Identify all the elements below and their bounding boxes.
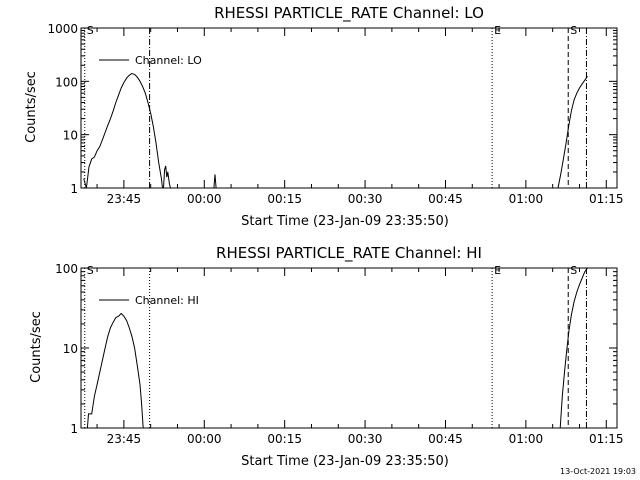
time-marker-label: S [87,264,94,277]
x-tick-label: 00:45 [428,192,463,206]
x-tick-label: 00:30 [348,432,383,446]
y-tick-label: 1 [70,422,78,436]
x-tick-label: 01:00 [509,432,544,446]
time-marker-label: S [87,24,94,37]
y-axis-label-lo: Counts/sec [24,71,39,143]
series-line-lo [213,174,217,189]
x-tick-label: 01:15 [589,192,624,206]
x-axis-label-lo: Start Time (23-Jan-09 23:35:50) [241,214,449,229]
x-tick-label: 00:00 [187,432,222,446]
plot-panel-lo: 23:45 00:00 00:15 00:30 00:45 01:00 01:15 1 10 10… [47,22,623,206]
x-tick-label: 01:15 [589,432,624,446]
x-tick-label: 23:45 [107,192,142,206]
footer-timestamp: 13-Oct-2021 19:03 [560,467,636,476]
time-marker-label: S [570,24,577,37]
y-tick-label: 1 [70,182,78,196]
y-axis-label-hi: Counts/sec [29,311,44,383]
series-line-hi [86,312,144,429]
y-tick-label: 1000 [47,22,78,36]
time-marker-label: E [494,24,501,37]
plot-panel-hi: 23:45 00:00 00:15 00:30 00:45 01:00 01:15 1 10 10… [55,262,623,446]
series-line-lo [163,165,171,189]
x-tick-label: 00:15 [267,432,302,446]
x-tick-label: 00:15 [267,192,302,206]
x-axis-label-hi: Start Time (23-Jan-09 23:35:50) [241,454,449,469]
x-tick-label: 00:30 [348,192,383,206]
plot-frame [80,27,618,189]
series-line-hi [559,267,588,429]
x-tick-label: 01:00 [509,192,544,206]
time-marker-label: E [494,264,501,277]
plot-frame [80,267,618,429]
chart-title-lo: RHESSI PARTICLE_RATE Channel: LO [214,4,484,23]
series-line-lo [557,75,588,189]
x-tick-label: 23:45 [107,432,142,446]
y-tick-label: 10 [63,342,78,356]
x-tick-label: 00:00 [187,192,222,206]
y-tick-label: 100 [55,75,78,89]
x-tick-label: 00:45 [428,432,463,446]
y-tick-label: 10 [63,129,78,143]
legend-label: Channel: HI [135,294,199,307]
y-tick-label: 100 [55,262,78,276]
series-line-lo [83,72,163,189]
chart-title-hi: RHESSI PARTICLE_RATE Channel: HI [216,244,482,263]
legend-label: Channel: LO [135,54,202,67]
time-marker-label: S [570,264,577,277]
